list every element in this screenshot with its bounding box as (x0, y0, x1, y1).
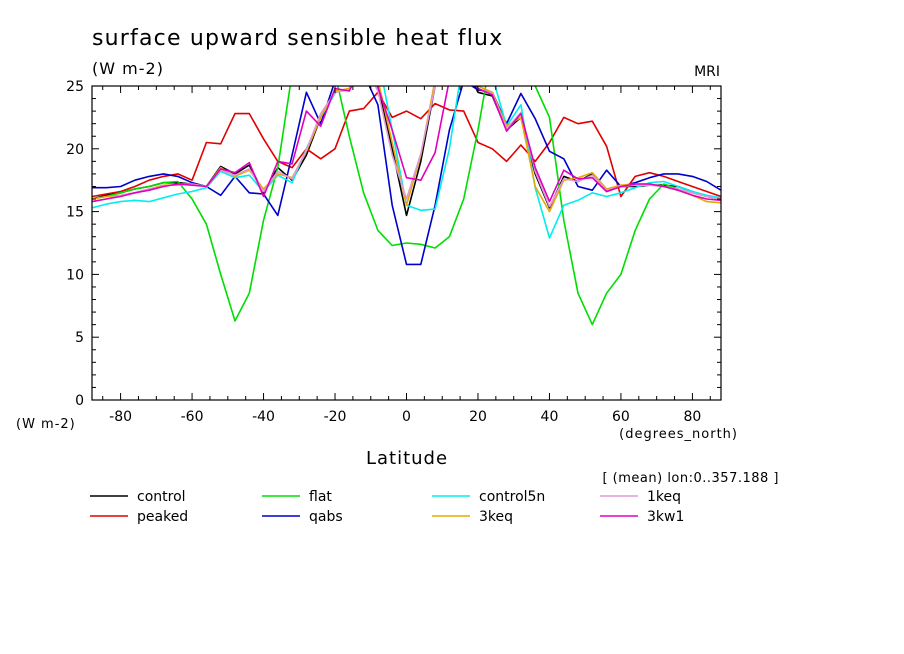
series-line-control5n (92, 86, 721, 239)
legend-label-3kw1: 3kw1 (647, 509, 684, 525)
x-tick-label: 20 (469, 409, 487, 425)
legend-label-control: control (137, 489, 186, 505)
legend-label-flat: flat (309, 489, 332, 505)
series-line-qabs (92, 86, 721, 266)
x-tick-label: -60 (181, 409, 204, 425)
footnote: [ (mean) lon:0..357.188 ] (602, 471, 779, 486)
x-tick-label: -40 (252, 409, 275, 425)
x-tick-label: -80 (109, 409, 132, 425)
x-tick-label: 40 (541, 409, 559, 425)
x-tick-label: 80 (683, 409, 701, 425)
y-tick-label: 0 (75, 393, 84, 409)
legend: control peaked flat qabs control5n 3keq 1keq 3k… (90, 489, 684, 525)
y-tick-label: 25 (66, 79, 84, 95)
series-layer (92, 86, 721, 326)
series-line-flat (92, 86, 721, 326)
legend-label-qabs: qabs (309, 509, 343, 525)
y-tick-label: 10 (66, 267, 84, 283)
x-axis-title: Latitude (366, 448, 448, 469)
model-label: MRI (694, 64, 720, 80)
legend-label-control5n: control5n (479, 489, 545, 505)
legend-label-peaked: peaked (137, 509, 188, 525)
x-tick-label: -20 (324, 409, 347, 425)
y-tick-label: 20 (66, 142, 84, 158)
y-units-label: (W m-2) (16, 417, 76, 432)
x-tick-label: 0 (402, 409, 411, 425)
axes-layer: 0 5 10 15 20 25 -80 -60 -40 -20 0 20 40 60 80 (66, 79, 722, 425)
chart-title: surface upward sensible heat flux (92, 26, 503, 51)
y-tick-label: 5 (75, 330, 84, 346)
x-tick-label: 60 (612, 409, 630, 425)
x-units-label: (degrees_north) (619, 427, 738, 442)
series-line-3kw1 (92, 86, 721, 203)
legend-label-3keq: 3keq (479, 509, 513, 525)
chart-subtitle: (W m-2) (92, 59, 164, 78)
y-tick-label: 15 (66, 205, 84, 221)
legend-label-1keq: 1keq (647, 489, 681, 505)
series-line-peaked (92, 91, 721, 198)
